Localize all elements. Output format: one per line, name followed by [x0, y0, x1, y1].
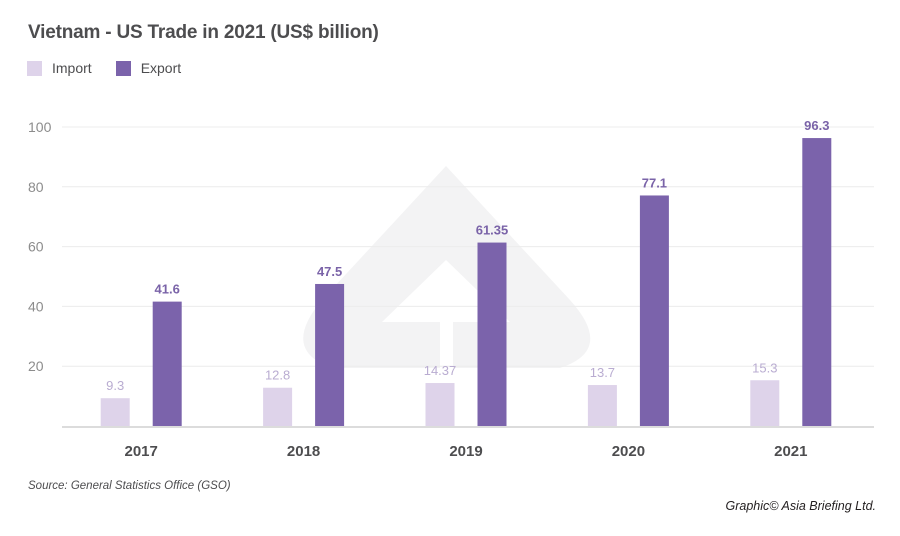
legend-label-export: Export — [140, 60, 182, 76]
data-label-import-2020: 13.7 — [590, 365, 615, 380]
data-label-export-2021: 96.3 — [804, 118, 829, 133]
bar-export-2019 — [477, 242, 507, 426]
data-label-export-2020: 77.1 — [642, 175, 667, 190]
bar-import-2017 — [100, 398, 130, 426]
legend-swatch-import — [27, 60, 42, 76]
x-axis-categories: 2017 2018 2019 2020 2021 — [125, 443, 808, 460]
legend-label-import: Import — [52, 60, 92, 76]
bar-import-2021 — [750, 380, 780, 426]
x-category-label: 2021 — [774, 443, 807, 460]
y-axis-ticks: 20 40 60 80 100 — [28, 119, 52, 374]
source-note: Source: General Statistics Office (GSO) — [28, 480, 231, 492]
bar-import-2019 — [425, 383, 455, 426]
bar-import-2020 — [587, 385, 617, 426]
bar-export-2017 — [152, 301, 182, 426]
data-label-export-2019: 61.35 — [476, 223, 509, 238]
chart-title: Vietnam - US Trade in 2021 (US$ billion) — [28, 22, 379, 43]
legend-item-export: Export — [115, 60, 182, 76]
x-category-label: 2020 — [612, 443, 645, 460]
bar-export-2018 — [315, 283, 345, 426]
x-category-label: 2017 — [125, 443, 158, 460]
data-label-export-2017: 41.6 — [155, 282, 180, 297]
bar-export-2021 — [802, 138, 832, 427]
y-tick-label: 60 — [28, 239, 44, 255]
data-label-export-2018: 47.5 — [317, 264, 342, 279]
bars — [100, 138, 832, 427]
data-label-import-2019: 14.37 — [424, 363, 457, 378]
data-label-import-2021: 15.3 — [752, 360, 777, 375]
legend: Import Export — [27, 60, 205, 76]
y-tick-label: 80 — [28, 179, 44, 195]
watermark-logo — [303, 166, 591, 368]
bar-import-2018 — [263, 387, 293, 426]
data-label-import-2017: 9.3 — [106, 378, 124, 393]
data-label-import-2018: 12.8 — [265, 368, 290, 383]
gridlines — [62, 126, 874, 428]
y-tick-label: 40 — [28, 298, 44, 314]
credit-note: Graphic© Asia Briefing Ltd. — [725, 499, 876, 513]
bar-export-2020 — [639, 195, 669, 426]
data-labels: 9.3 41.6 12.8 47.5 14.37 61.35 13.7 77.1 15.3 96.… — [106, 118, 829, 393]
y-tick-label: 100 — [28, 119, 52, 135]
legend-swatch-export — [115, 60, 131, 76]
legend-item-import: Import — [27, 60, 92, 76]
y-tick-label: 20 — [28, 358, 44, 374]
x-category-label: 2019 — [449, 443, 482, 460]
x-category-label: 2018 — [287, 443, 320, 460]
